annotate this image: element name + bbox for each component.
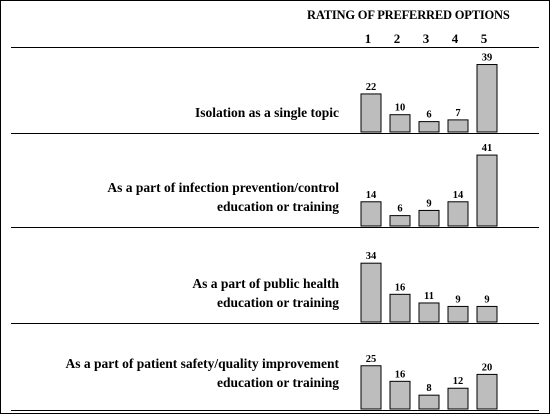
bar-value-label: 10 <box>395 103 406 114</box>
bar-group1-rating1 <box>360 93 382 133</box>
bar-value-label: 41 <box>482 143 493 154</box>
row-label-line: education or training <box>216 375 339 390</box>
row-separator <box>11 410 539 411</box>
bar-group1-rating4 <box>447 119 469 133</box>
bar-group2-rating1 <box>360 201 382 227</box>
row-label-line: education or training <box>216 295 339 310</box>
bar-group4-rating5 <box>476 373 498 410</box>
row-label-line: education or training <box>216 199 339 214</box>
bar-group2-rating4 <box>447 201 469 227</box>
bar-value-label: 12 <box>453 376 464 387</box>
bar-group4-rating3 <box>418 394 440 410</box>
row-label-line: As a part of public health <box>192 276 339 291</box>
bar-value-label: 14 <box>366 190 377 201</box>
bar-value-label: 6 <box>397 204 402 215</box>
row-separator <box>11 47 539 48</box>
row-label-isolation: Isolation as a single topic <box>11 103 339 122</box>
bar-group3-rating1 <box>360 262 382 323</box>
bar-value-label: 20 <box>482 362 493 373</box>
bar-value-label: 7 <box>455 108 460 119</box>
bar-group3-rating4 <box>447 305 469 323</box>
bar-value-label: 9 <box>426 198 431 209</box>
bar-group3-rating3 <box>418 302 440 323</box>
row-label-infection-prevention: As a part of infection prevention/contro… <box>11 178 339 216</box>
bar-group2-rating5 <box>476 154 498 227</box>
row-label-line: As a part of patient safety/quality impr… <box>65 356 339 371</box>
bar-value-label: 6 <box>426 110 431 121</box>
bar-group1-rating2 <box>389 114 411 133</box>
bar-value-label: 25 <box>366 354 377 365</box>
column-label-4: 4 <box>451 31 459 46</box>
row-separator <box>11 227 539 228</box>
bar-group4-rating4 <box>447 387 469 410</box>
chart-title: RATING OF PREFERRED OPTIONS <box>307 8 510 22</box>
bar-group3-rating5 <box>476 305 498 323</box>
column-label-2: 2 <box>393 31 401 46</box>
row-label-line: As a part of infection prevention/contro… <box>107 180 339 195</box>
bar-value-label: 8 <box>426 383 431 394</box>
row-label-line: Isolation as a single topic <box>194 105 339 120</box>
bar-value-label: 9 <box>455 294 460 305</box>
bar-group3-rating2 <box>389 293 411 323</box>
row-label-public-health: As a part of public health education or … <box>11 274 339 312</box>
bar-group2-rating3 <box>418 209 440 227</box>
bar-value-label: 16 <box>395 282 406 293</box>
bar-value-label: 16 <box>395 369 406 380</box>
bar-group4-rating2 <box>389 380 411 410</box>
row-label-patient-safety: As a part of patient safety/quality impr… <box>11 354 339 392</box>
bar-value-label: 39 <box>482 53 493 64</box>
bar-value-label: 11 <box>424 291 434 302</box>
bar-value-label: 22 <box>366 82 377 93</box>
bar-value-label: 9 <box>484 294 489 305</box>
column-label-5: 5 <box>480 31 488 46</box>
row-separator <box>11 133 539 134</box>
bar-group1-rating3 <box>418 121 440 133</box>
bar-value-label: 34 <box>366 251 377 262</box>
column-label-3: 3 <box>422 31 430 46</box>
bar-group4-rating1 <box>360 365 382 410</box>
bar-group2-rating2 <box>389 215 411 227</box>
row-separator <box>11 323 539 324</box>
bar-value-label: 14 <box>453 190 464 201</box>
column-label-1: 1 <box>364 31 372 46</box>
bar-group1-rating5 <box>476 64 498 133</box>
